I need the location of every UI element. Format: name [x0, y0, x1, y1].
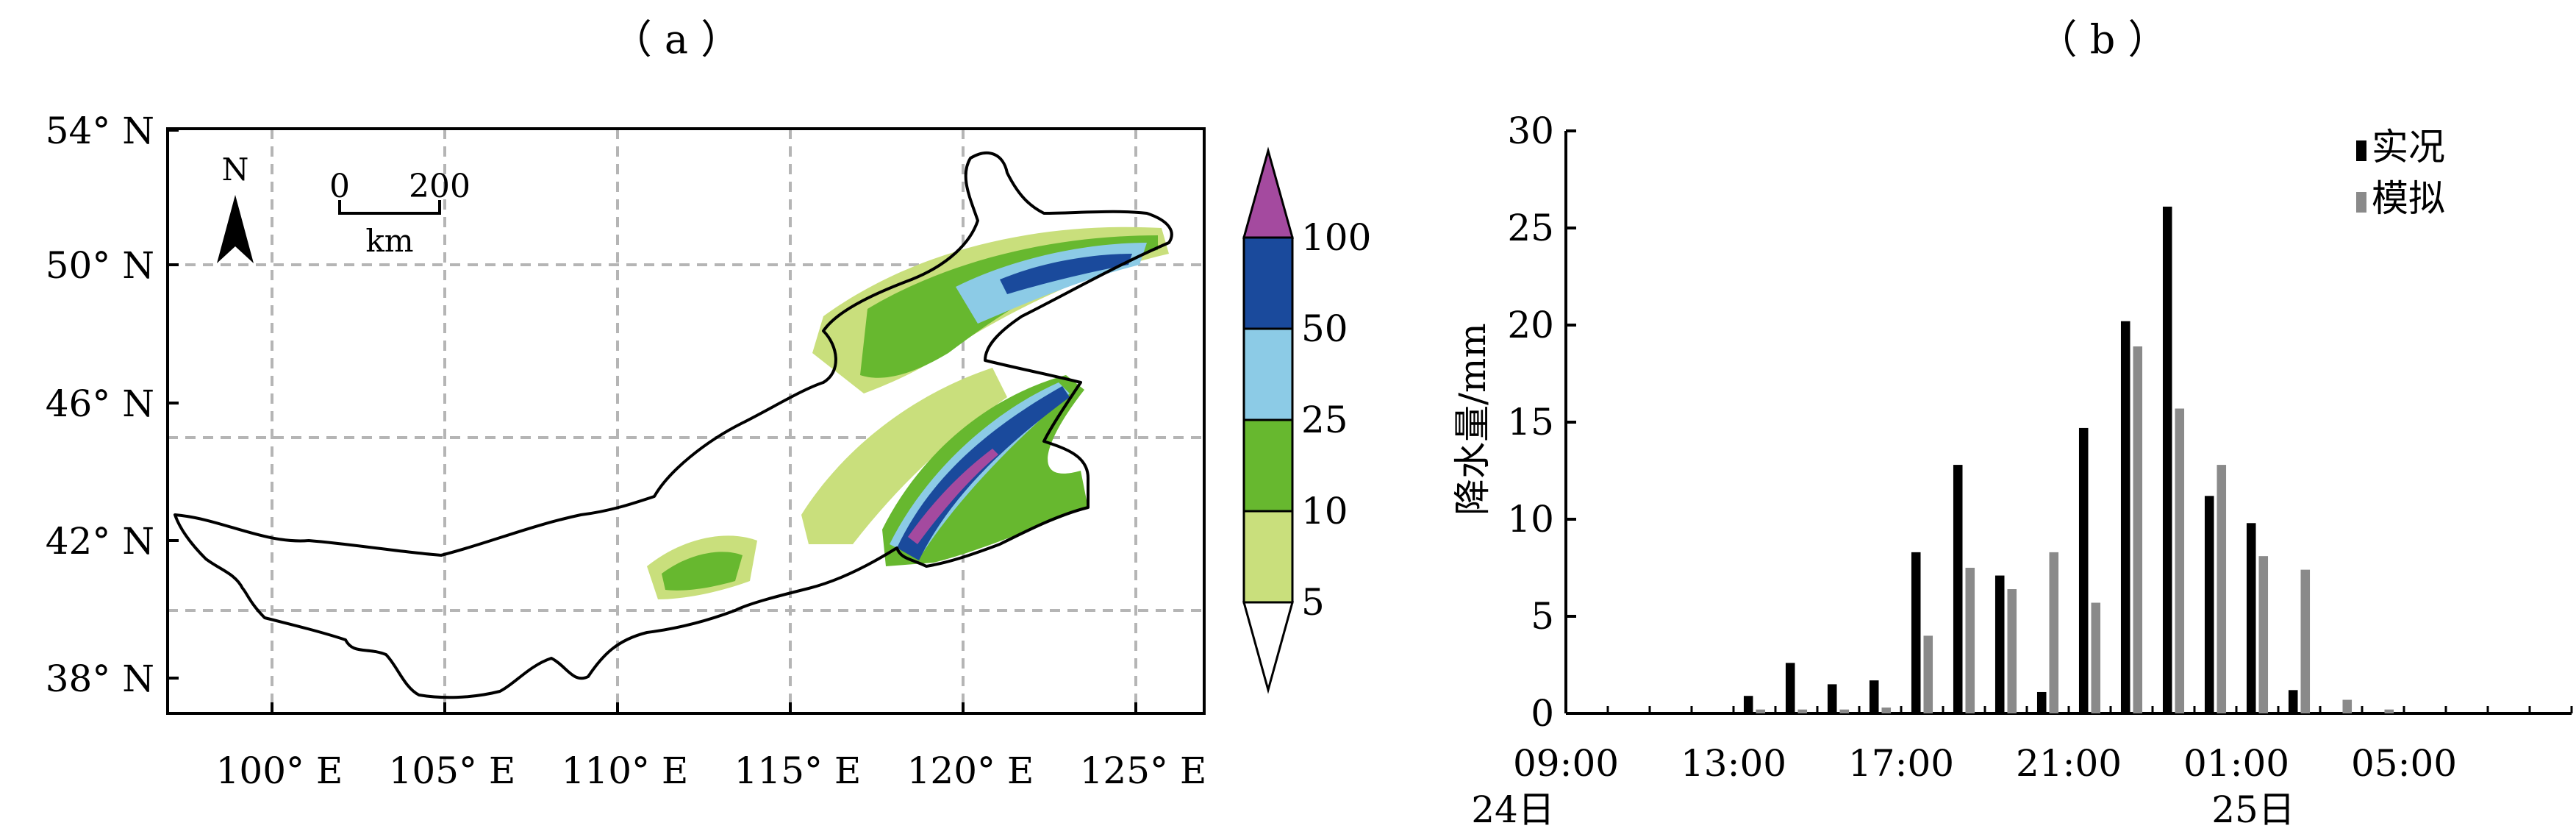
- bar-observed: [2162, 206, 2172, 714]
- bar-observed: [1785, 663, 1795, 713]
- y-tick-label: 42° N: [46, 520, 154, 563]
- bar-simulated: [1839, 709, 1850, 713]
- bar-observed: [2288, 690, 2298, 713]
- y-tick-label: 10: [1507, 498, 1554, 541]
- bar-observed: [1743, 696, 1753, 713]
- bar-observed: [1869, 680, 1879, 713]
- bar-simulated: [1881, 708, 1892, 713]
- x-tick-label: 110° E: [562, 749, 689, 792]
- y-tick-label: 5: [1531, 595, 1554, 638]
- map-frame: [166, 127, 1206, 715]
- colorbar-bottom-triangle: [1242, 601, 1294, 694]
- bar-observed: [2246, 523, 2256, 713]
- north-arrow: N: [217, 152, 254, 263]
- y-tick-label: 0: [1531, 692, 1554, 735]
- x-tick-label: 09:00: [1513, 742, 1619, 785]
- bar-observed: [2078, 427, 2089, 713]
- bar-simulated: [1965, 568, 1975, 713]
- bar-simulated: [1797, 709, 1808, 713]
- colorbar-top-triangle: [1242, 146, 1294, 239]
- date-label-24: 24日: [1471, 788, 1555, 831]
- x-tick-label: 21:00: [2016, 742, 2122, 785]
- y-tick-label: 20: [1507, 304, 1554, 346]
- panel-b-title: （ b ）: [2038, 16, 2168, 63]
- scale-bar: 0 200 km: [329, 168, 471, 259]
- colorbar-label-50: 50: [1301, 307, 1348, 350]
- bar-simulated: [2342, 699, 2353, 713]
- scale-end-label: 200: [409, 168, 471, 205]
- colorbar-10-25: [1242, 418, 1294, 513]
- legend-label: 模拟: [2372, 177, 2445, 220]
- colorbar-label-100: 100: [1301, 216, 1371, 259]
- y-tick-label: 50° N: [46, 244, 154, 287]
- bar-simulated: [1756, 709, 1766, 713]
- y-tick-label: 15: [1507, 401, 1554, 443]
- bar-observed: [1827, 684, 1837, 713]
- bar-observed: [2036, 691, 2047, 713]
- region-boundary: [173, 151, 1173, 699]
- colorbar: 100 50 25 10 5: [1242, 146, 1371, 694]
- rain-region-50-100-south: [897, 386, 1070, 560]
- bar-observed: [1994, 575, 2005, 713]
- north-arrow-label: N: [222, 152, 249, 188]
- x-tick-label: 05:00: [2351, 742, 2457, 785]
- colorbar-50-100: [1242, 236, 1294, 330]
- bar-simulated: [2300, 569, 2311, 713]
- bar-simulated: [2217, 465, 2227, 713]
- scale-bar-line: [338, 200, 441, 215]
- x-tick-label: 105° E: [389, 749, 516, 792]
- scale-unit-label: km: [365, 223, 413, 259]
- x-tick-label: 100° E: [216, 749, 343, 792]
- x-tick-label: 13:00: [1681, 742, 1786, 785]
- x-tick-label: 17:00: [1848, 742, 1954, 785]
- x-tick-label: 01:00: [2183, 742, 2289, 785]
- map-y-axis: 38° N 42° N 46° N 50° N 54° N: [46, 110, 179, 700]
- colorbar-label-5: 5: [1301, 581, 1325, 624]
- bar-simulated: [1923, 635, 1933, 713]
- legend-swatch: [2356, 140, 2366, 161]
- rain-region-50-100: [1000, 254, 1132, 294]
- panel-a-title: （ a ）: [612, 16, 741, 63]
- bar-marks: [1743, 206, 2394, 714]
- bar-simulated: [2133, 346, 2143, 713]
- legend-swatch: [2356, 192, 2366, 213]
- colorbar-5-10: [1242, 510, 1294, 604]
- rain-region-5-10-mid: [801, 368, 1007, 544]
- x-tick-label: 115° E: [734, 749, 862, 792]
- y-tick-label: 38° N: [46, 657, 154, 700]
- bar-simulated: [2049, 552, 2059, 713]
- bar-observed: [2204, 496, 2214, 713]
- bar-simulated: [2384, 709, 2394, 713]
- map-x-axis: 100° E 105° E 110° E 115° E 120° E 125° …: [216, 702, 1207, 792]
- bar-simulated: [2175, 408, 2185, 713]
- panel-b-bar-chart: （ b ） 降水量/mm 0 5 10 15 20 25 30 09:00 13:00 17:00…: [1451, 16, 2573, 831]
- x-tick-label: 120° E: [907, 749, 1034, 792]
- precipitation-field: [647, 227, 1169, 599]
- map-plot-area: [166, 127, 1206, 715]
- x-tick-label: 125° E: [1080, 749, 1207, 792]
- scale-start-label: 0: [329, 168, 350, 205]
- colorbar-label-10: 10: [1301, 490, 1348, 532]
- date-label-25: 25日: [2211, 788, 2295, 831]
- colorbar-25-50: [1242, 327, 1294, 421]
- bar-axes: 0 5 10 15 20 25 30 09:00 13:00 17:00 21:00 01:00 05:…: [1507, 110, 2573, 785]
- bar-observed: [2120, 321, 2130, 714]
- north-arrow-icon: [217, 195, 254, 263]
- colorbar-label-25: 25: [1301, 399, 1348, 441]
- rain-region-above-100: [908, 449, 998, 544]
- legend-label: 实况: [2372, 126, 2445, 168]
- bar-simulated: [2258, 556, 2269, 713]
- rain-region-10-25-west: [662, 552, 743, 591]
- panel-a-map: （ a ）: [46, 16, 1372, 792]
- y-axis-title: 降水量/mm: [1451, 323, 1494, 516]
- bar-observed: [1911, 552, 1921, 713]
- y-tick-label: 25: [1507, 207, 1554, 249]
- bar-simulated: [2091, 602, 2101, 713]
- bar-simulated: [2007, 589, 2017, 713]
- bar-observed: [1953, 465, 1963, 713]
- y-tick-label: 30: [1507, 110, 1554, 152]
- y-tick-label: 54° N: [46, 110, 154, 152]
- y-tick-label: 46° N: [46, 382, 154, 425]
